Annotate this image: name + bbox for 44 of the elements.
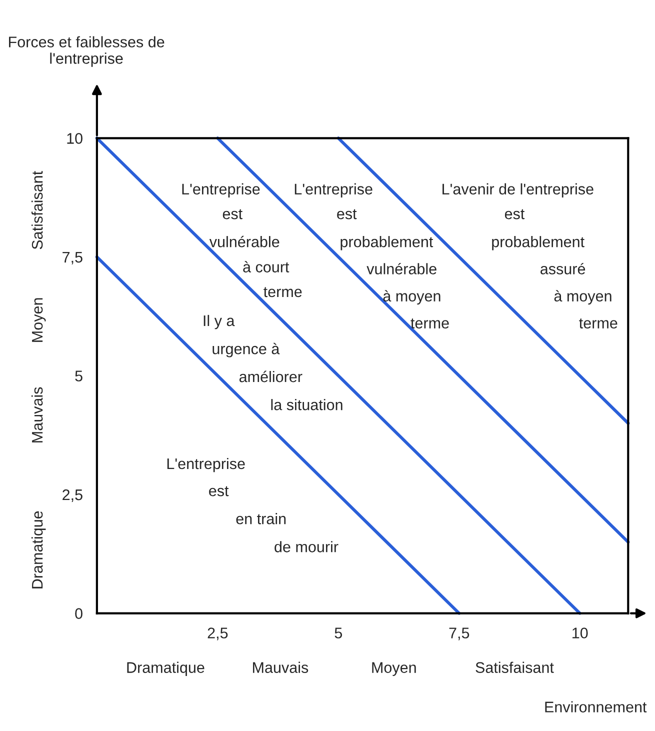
x-axis-title: Environnement bbox=[545, 701, 647, 712]
x-tick-label: 5 bbox=[334, 628, 342, 638]
y-tick-label: 2,5 bbox=[62, 489, 82, 502]
annotation: de mourir bbox=[274, 541, 338, 552]
annotation: L'avenir de l'entreprise bbox=[442, 183, 594, 198]
text: Moyen bbox=[372, 662, 416, 676]
y-tick-label: 10 bbox=[67, 133, 82, 144]
annotation: la situation bbox=[271, 399, 342, 410]
y-tick-label: 7,5 bbox=[62, 252, 82, 264]
annotation: terme bbox=[579, 318, 618, 329]
annotation: améliorer bbox=[239, 370, 302, 382]
annotation: L'entreprise bbox=[167, 458, 245, 472]
annotation: probablement bbox=[340, 236, 434, 250]
annotation: est bbox=[209, 486, 229, 496]
annotation: terme bbox=[264, 287, 302, 298]
annotation: L'entreprise bbox=[182, 183, 260, 198]
text: Mauvais bbox=[31, 387, 43, 442]
annotation: est bbox=[222, 209, 242, 220]
y-tick-label: 0 bbox=[75, 608, 82, 619]
annotation: est bbox=[337, 209, 357, 220]
x-tick-label: 7,5 bbox=[449, 628, 470, 640]
annotation: Il y a bbox=[204, 314, 235, 330]
text: Dramatique bbox=[127, 662, 204, 676]
x-tick-label: 10 bbox=[572, 628, 588, 638]
annotation: urgence à bbox=[212, 342, 280, 358]
y-axis-title: Forces et faiblesses de l'entreprise bbox=[9, 36, 164, 67]
annotation: à court bbox=[243, 261, 290, 272]
text: Satisfaisant bbox=[31, 171, 43, 250]
annotation: terme bbox=[410, 318, 449, 329]
annotation: vulnérable bbox=[366, 262, 436, 274]
annotation: assuré bbox=[540, 262, 586, 274]
text: Moyen bbox=[32, 298, 46, 342]
x-tick-label: 2,5 bbox=[208, 628, 228, 640]
annotation: vulnérable bbox=[209, 236, 280, 248]
annotation: probablement bbox=[492, 236, 584, 250]
text: Mauvais bbox=[253, 662, 308, 673]
annotation: à moyen bbox=[383, 290, 440, 305]
annotation: est bbox=[504, 209, 525, 220]
annotation: L'entreprise bbox=[294, 183, 372, 198]
annotation: en train bbox=[236, 513, 286, 524]
text: Satisfaisant bbox=[476, 662, 554, 673]
annotation: à moyen bbox=[554, 290, 612, 305]
y-tick-label: 5 bbox=[75, 370, 82, 382]
text: Dramatique bbox=[31, 511, 46, 588]
